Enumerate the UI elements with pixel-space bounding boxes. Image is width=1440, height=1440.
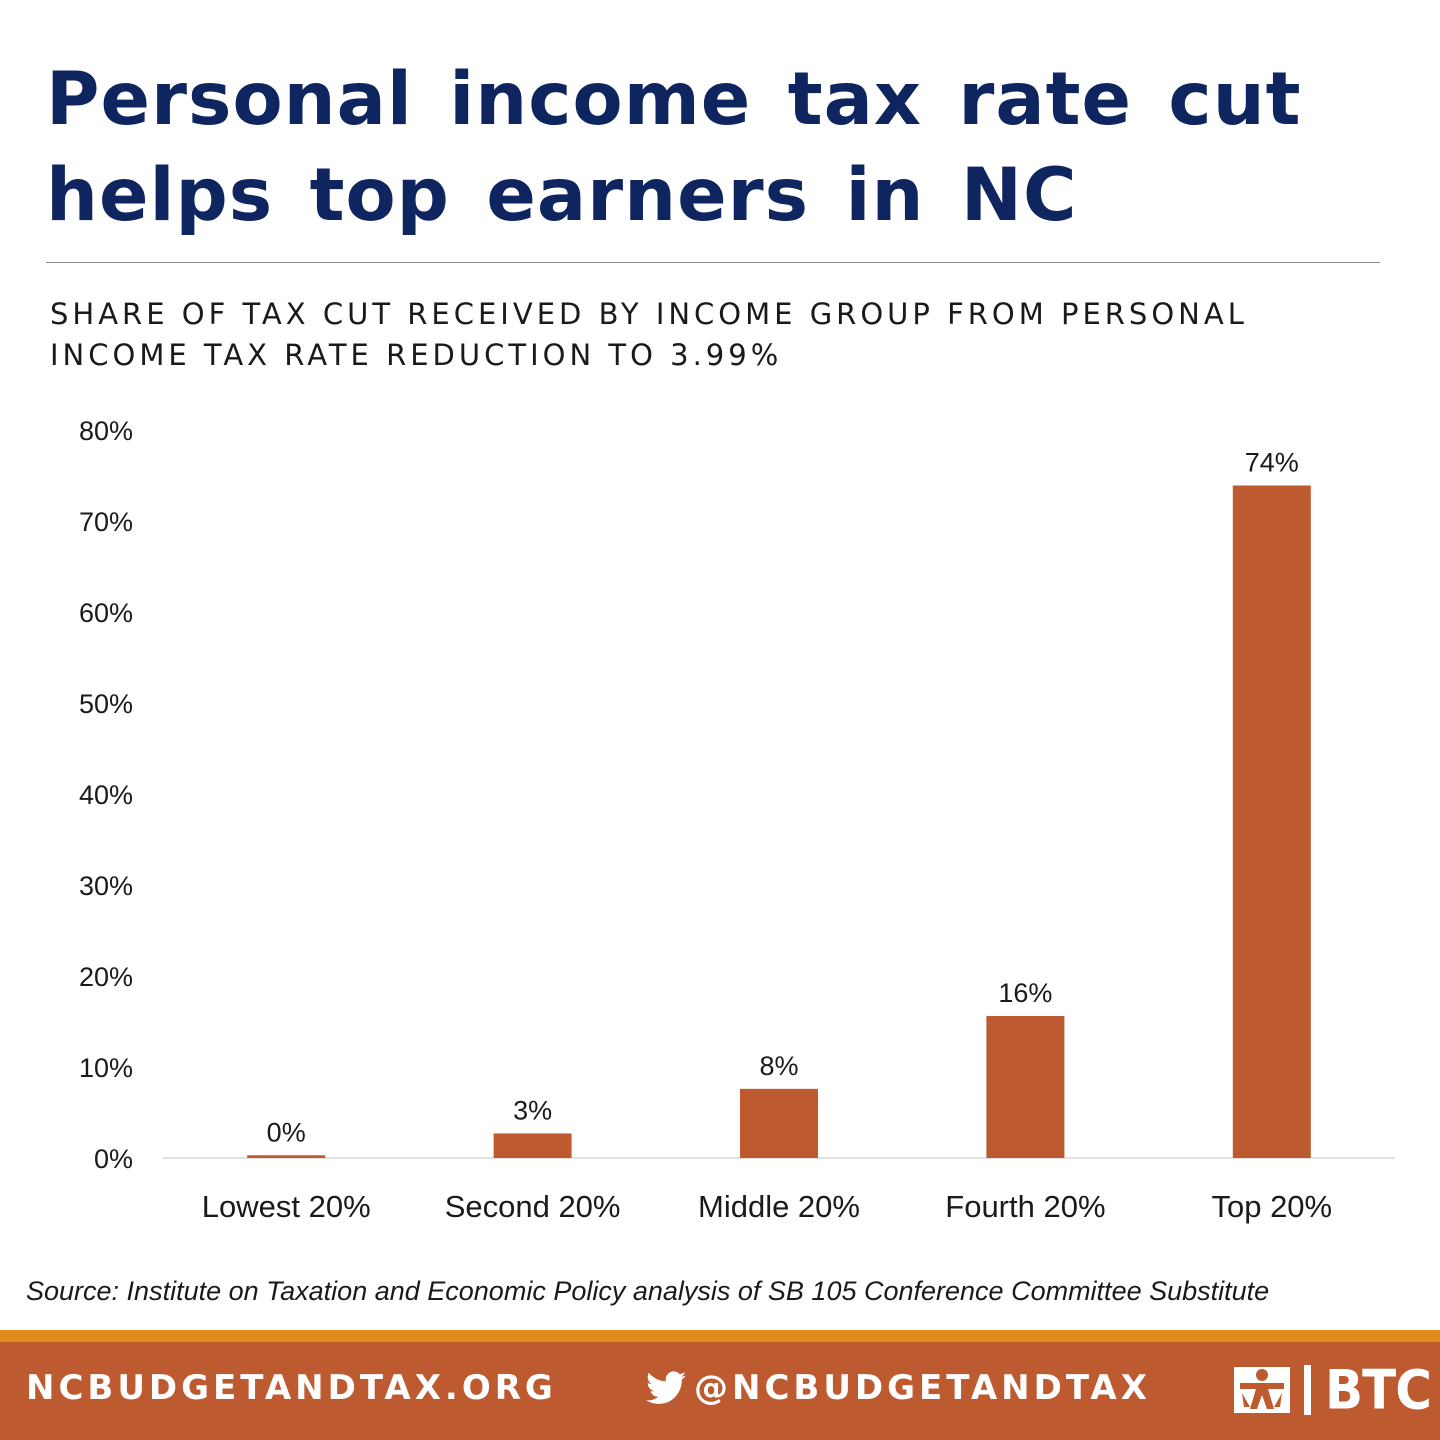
- footer-stripe: [0, 1330, 1440, 1342]
- data-label: 74%: [1245, 448, 1299, 478]
- y-tick-label: 60%: [79, 598, 133, 628]
- y-tick-label: 40%: [79, 780, 133, 810]
- category-label: Middle 20%: [698, 1189, 860, 1224]
- data-label: 8%: [759, 1051, 798, 1081]
- y-tick-label: 80%: [79, 416, 133, 446]
- y-tick-label: 50%: [79, 689, 133, 719]
- bar: [493, 1133, 572, 1158]
- twitter-handle-link[interactable]: @NCBUDGETANDTAX: [646, 1368, 1151, 1408]
- logo-text: BTC: [1325, 1358, 1432, 1422]
- chart-subtitle: SHARE OF TAX CUT RECEIVED BY INCOME GROU…: [50, 294, 1350, 376]
- btc-logo: BTC: [1232, 1358, 1432, 1422]
- data-label: 0%: [267, 1117, 306, 1147]
- title-divider: [46, 262, 1380, 263]
- title-line-2: helps top earners in NC: [46, 153, 1078, 238]
- subtitle-line-1: SHARE OF TAX CUT RECEIVED BY INCOME GROU…: [50, 297, 1248, 331]
- y-tick-label: 0%: [94, 1144, 133, 1174]
- category-label: Fourth 20%: [945, 1189, 1105, 1224]
- category-label: Second 20%: [445, 1189, 621, 1224]
- page-title: Personal income tax rate cut helps top e…: [46, 52, 1406, 244]
- y-tick-label: 10%: [79, 1053, 133, 1083]
- bar: [986, 1016, 1065, 1158]
- category-label: Top 20%: [1211, 1189, 1332, 1224]
- twitter-handle: @NCBUDGETANDTAX: [694, 1368, 1151, 1408]
- footer-bar: NCBUDGETANDTAX.ORG @NCBUDGETANDTAX BTC: [0, 1342, 1440, 1440]
- category-label: Lowest 20%: [202, 1189, 371, 1224]
- bar: [247, 1155, 326, 1158]
- source-note: Source: Institute on Taxation and Econom…: [26, 1276, 1270, 1306]
- bar: [740, 1088, 818, 1158]
- y-tick-label: 20%: [79, 962, 133, 992]
- y-tick-label: 70%: [79, 507, 133, 537]
- data-label: 16%: [998, 978, 1052, 1008]
- btc-figure-logo-icon: [1234, 1367, 1290, 1413]
- title-line-1: Personal income tax rate cut: [46, 57, 1302, 142]
- bar-chart: 0% 10% 20% 30% 40% 50% 60% 70% 80% 0% Lowest 20% 3%…: [79, 416, 1395, 1224]
- logo-separator: [1304, 1365, 1311, 1415]
- subtitle-line-2: INCOME TAX RATE REDUCTION TO 3.99%: [50, 338, 783, 372]
- y-tick-label: 30%: [79, 871, 133, 901]
- bar: [1232, 485, 1311, 1158]
- website-link[interactable]: NCBUDGETANDTAX.ORG: [26, 1368, 557, 1408]
- twitter-bird-icon: [646, 1371, 686, 1404]
- data-label: 3%: [513, 1095, 552, 1125]
